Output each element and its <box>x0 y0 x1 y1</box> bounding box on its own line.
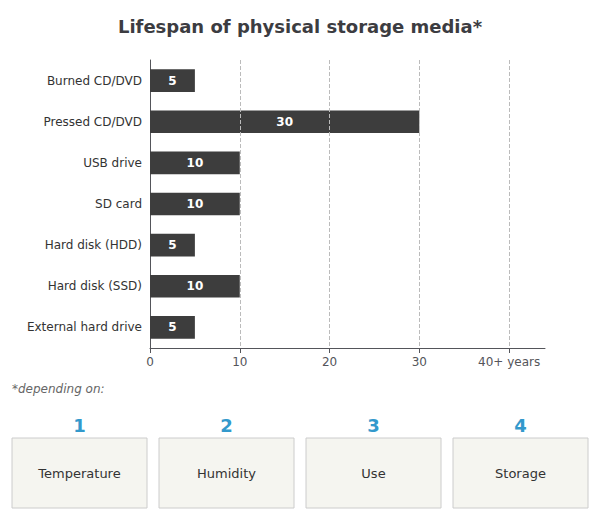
svg-text:USB drive: USB drive <box>83 156 142 170</box>
svg-text:External hard drive: External hard drive <box>27 320 142 334</box>
svg-text:10: 10 <box>187 156 204 170</box>
svg-text:2: 2 <box>220 415 233 436</box>
svg-text:0: 0 <box>146 355 154 369</box>
svg-text:5: 5 <box>168 238 176 252</box>
svg-text:20: 20 <box>322 355 337 369</box>
svg-text:1: 1 <box>73 415 86 436</box>
svg-text:30: 30 <box>276 115 293 129</box>
svg-text:10: 10 <box>187 279 204 293</box>
svg-text:Storage: Storage <box>495 466 546 481</box>
svg-text:Use: Use <box>361 466 385 481</box>
svg-text:Burned CD/DVD: Burned CD/DVD <box>47 74 142 88</box>
svg-text:30: 30 <box>412 355 427 369</box>
svg-text:10: 10 <box>187 197 204 211</box>
svg-text:5: 5 <box>168 320 176 334</box>
svg-text:SD card: SD card <box>95 197 142 211</box>
svg-text:Humidity: Humidity <box>197 466 256 481</box>
svg-text:10: 10 <box>232 355 247 369</box>
svg-text:40+ years: 40+ years <box>478 355 540 369</box>
svg-text:Hard disk (HDD): Hard disk (HDD) <box>45 238 142 252</box>
svg-text:4: 4 <box>514 415 527 436</box>
svg-text:*depending on:: *depending on: <box>12 382 105 396</box>
svg-text:Temperature: Temperature <box>37 466 120 481</box>
svg-text:Hard disk (SSD): Hard disk (SSD) <box>48 279 142 293</box>
svg-text:Lifespan of physical storage m: Lifespan of physical storage media* <box>118 16 483 37</box>
svg-text:Pressed CD/DVD: Pressed CD/DVD <box>43 115 142 129</box>
svg-text:3: 3 <box>367 415 380 436</box>
svg-text:5: 5 <box>168 74 176 88</box>
